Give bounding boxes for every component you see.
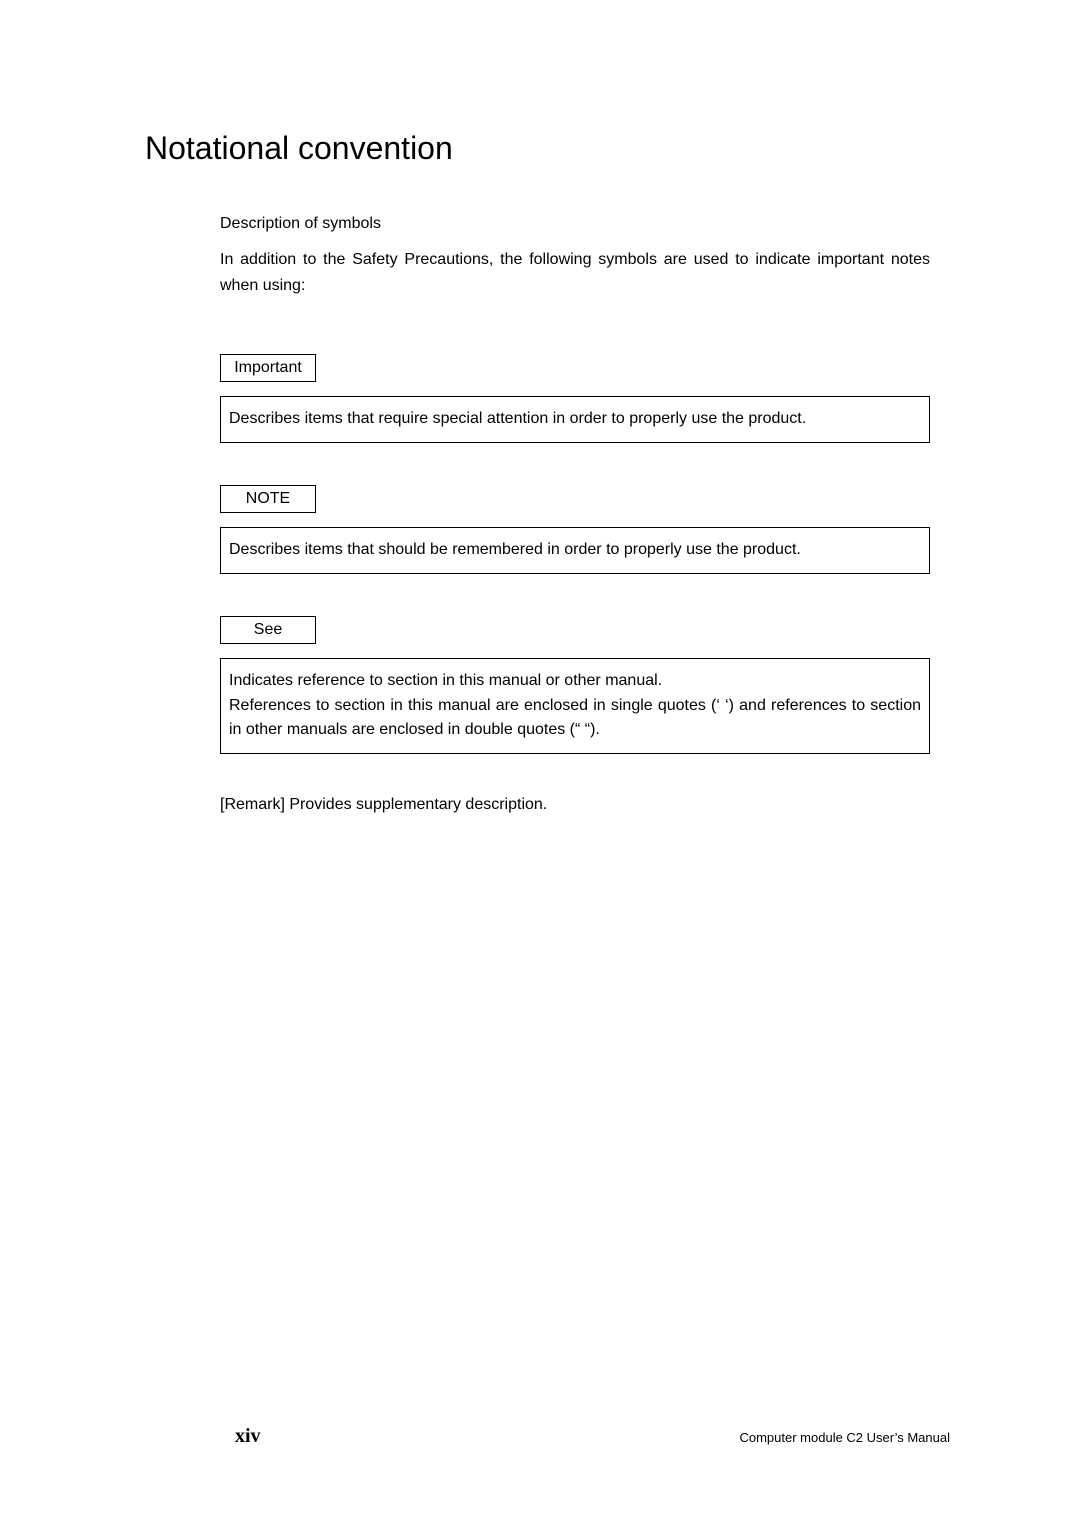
symbol-label-note: NOTE: [220, 485, 316, 513]
symbol-label-important: Important: [220, 354, 316, 382]
symbol-block-note: NOTE Describes items that should be reme…: [220, 485, 930, 574]
page-body: Notational convention Description of sym…: [0, 0, 1080, 814]
page-title: Notational convention: [145, 130, 950, 167]
intro-paragraph: In addition to the Safety Precautions, t…: [220, 247, 930, 298]
remark-text: [Remark] Provides supplementary descript…: [220, 796, 930, 814]
page-number: xiv: [235, 1425, 261, 1448]
symbol-body-see: Indicates reference to section in this m…: [220, 658, 930, 754]
symbol-block-see: See Indicates reference to section in th…: [220, 616, 930, 754]
symbol-block-important: Important Describes items that require s…: [220, 354, 930, 443]
symbol-label-see: See: [220, 616, 316, 644]
page-footer: xiv Computer module C2 User’s Manual: [0, 1425, 1080, 1448]
section-heading: Description of symbols: [220, 215, 930, 233]
symbol-body-important: Describes items that require special att…: [220, 396, 930, 443]
intro-block: Description of symbols In addition to th…: [220, 215, 930, 298]
symbol-body-note: Describes items that should be remembere…: [220, 527, 930, 574]
footer-doc-title: Computer module C2 User’s Manual: [739, 1430, 950, 1445]
